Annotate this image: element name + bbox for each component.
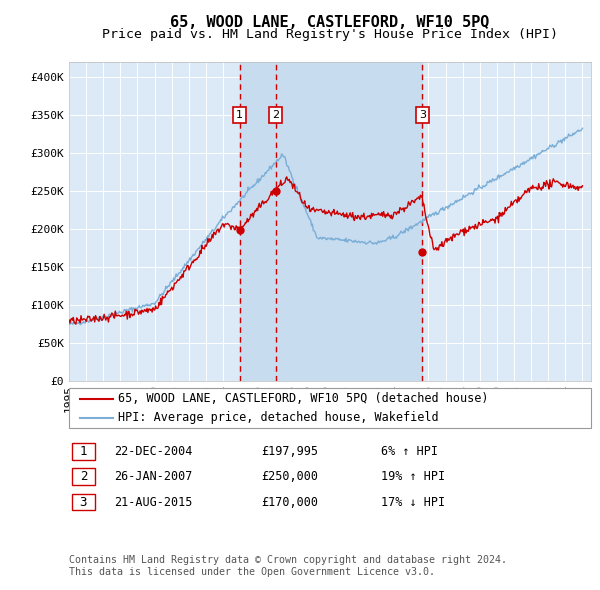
Text: 2: 2 (272, 110, 279, 120)
Text: 2: 2 (80, 470, 87, 483)
Text: Contains HM Land Registry data © Crown copyright and database right 2024.
This d: Contains HM Land Registry data © Crown c… (69, 555, 507, 577)
Text: £250,000: £250,000 (261, 470, 318, 483)
Text: 19% ↑ HPI: 19% ↑ HPI (381, 470, 445, 483)
Text: 21-AUG-2015: 21-AUG-2015 (114, 496, 193, 509)
Text: 22-DEC-2004: 22-DEC-2004 (114, 445, 193, 458)
Text: HPI: Average price, detached house, Wakefield: HPI: Average price, detached house, Wake… (118, 411, 438, 424)
Text: 1: 1 (80, 445, 87, 458)
Text: £170,000: £170,000 (261, 496, 318, 509)
Text: 3: 3 (419, 110, 426, 120)
Text: Price paid vs. HM Land Registry's House Price Index (HPI): Price paid vs. HM Land Registry's House … (102, 28, 558, 41)
Text: 6% ↑ HPI: 6% ↑ HPI (381, 445, 438, 458)
Text: 17% ↓ HPI: 17% ↓ HPI (381, 496, 445, 509)
Text: 1: 1 (236, 110, 243, 120)
Bar (239, 62, 422, 381)
Text: 65, WOOD LANE, CASTLEFORD, WF10 5PQ (detached house): 65, WOOD LANE, CASTLEFORD, WF10 5PQ (det… (118, 392, 488, 405)
Text: £197,995: £197,995 (261, 445, 318, 458)
Text: 65, WOOD LANE, CASTLEFORD, WF10 5PQ: 65, WOOD LANE, CASTLEFORD, WF10 5PQ (170, 15, 490, 30)
Text: 3: 3 (80, 496, 87, 509)
Text: 26-JAN-2007: 26-JAN-2007 (114, 470, 193, 483)
